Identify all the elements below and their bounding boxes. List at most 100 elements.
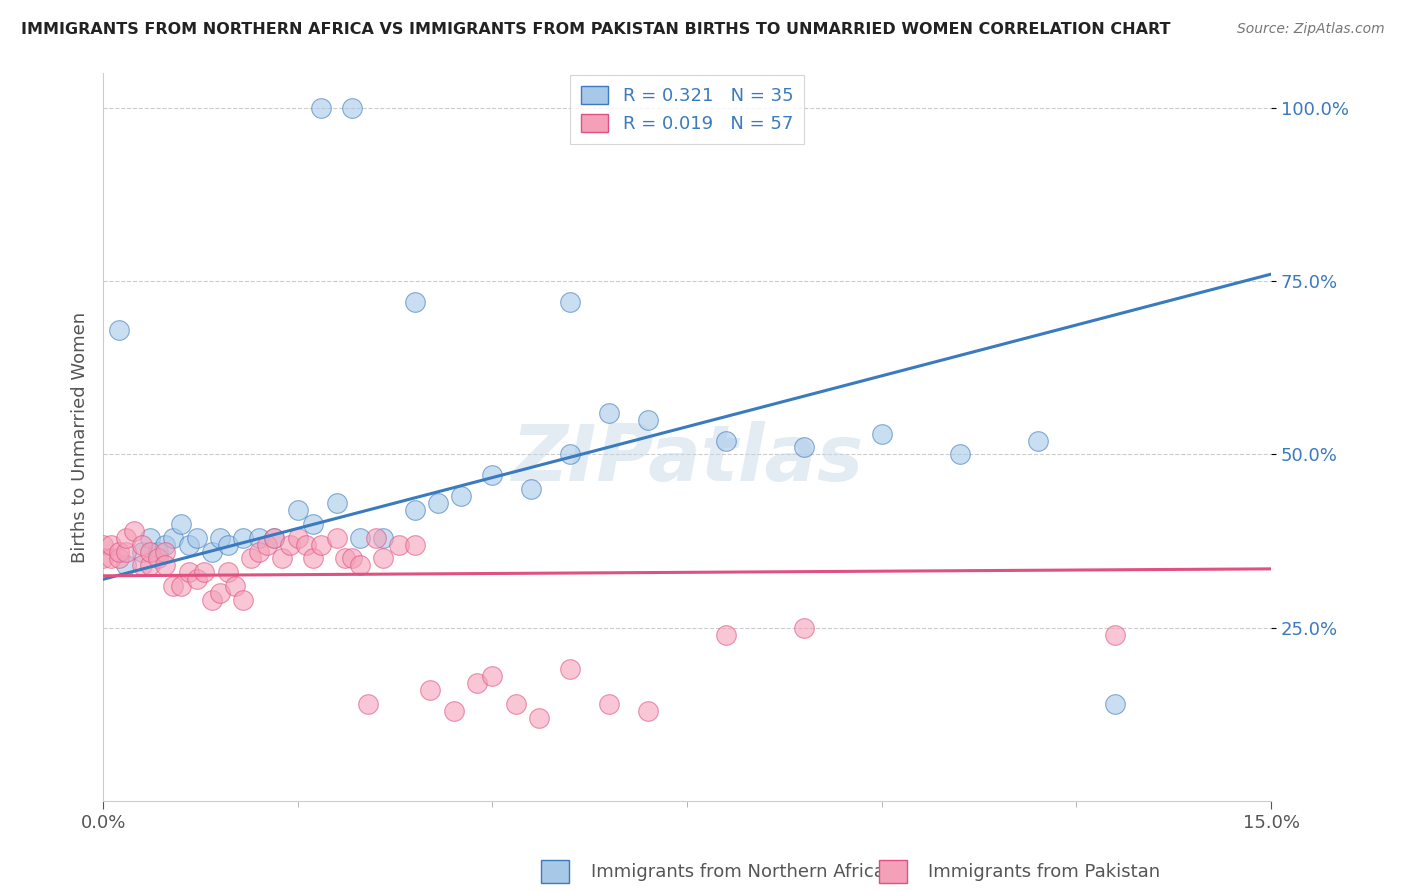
Point bbox=[527, 711, 550, 725]
Point bbox=[404, 538, 426, 552]
Point bbox=[949, 447, 972, 461]
Point bbox=[294, 538, 316, 552]
Point bbox=[278, 538, 301, 552]
Point bbox=[419, 683, 441, 698]
Point bbox=[115, 558, 138, 573]
Text: Immigrants from Northern Africa: Immigrants from Northern Africa bbox=[591, 863, 884, 881]
Point bbox=[256, 538, 278, 552]
Point bbox=[208, 586, 231, 600]
Point bbox=[232, 593, 254, 607]
Point bbox=[139, 544, 162, 558]
Point bbox=[373, 531, 395, 545]
Point bbox=[100, 538, 122, 552]
Point bbox=[186, 572, 208, 586]
Point bbox=[139, 558, 162, 573]
Point bbox=[505, 697, 527, 711]
Point bbox=[342, 101, 364, 115]
Point bbox=[426, 496, 449, 510]
Point bbox=[263, 531, 285, 545]
Point bbox=[560, 294, 582, 309]
Point bbox=[146, 544, 169, 558]
Point bbox=[287, 503, 309, 517]
Point bbox=[177, 566, 200, 580]
Point bbox=[155, 544, 177, 558]
Point bbox=[124, 524, 146, 538]
Point bbox=[714, 434, 737, 448]
Point bbox=[170, 579, 193, 593]
Point bbox=[208, 531, 231, 545]
Point bbox=[302, 516, 325, 531]
Point bbox=[247, 544, 270, 558]
Point bbox=[598, 697, 620, 711]
Point bbox=[91, 538, 114, 552]
Point bbox=[131, 538, 153, 552]
Point bbox=[247, 531, 270, 545]
Y-axis label: Births to Unmarried Women: Births to Unmarried Women bbox=[72, 311, 89, 563]
Point bbox=[560, 447, 582, 461]
Point bbox=[91, 551, 114, 566]
Point bbox=[217, 566, 239, 580]
Point bbox=[162, 531, 184, 545]
Point bbox=[357, 697, 380, 711]
Text: ZIPatlas: ZIPatlas bbox=[510, 421, 863, 497]
Point bbox=[224, 579, 246, 593]
Point bbox=[481, 669, 503, 683]
Text: Source: ZipAtlas.com: Source: ZipAtlas.com bbox=[1237, 22, 1385, 37]
Point bbox=[170, 516, 193, 531]
Point bbox=[342, 551, 364, 566]
Point bbox=[131, 558, 153, 573]
Point bbox=[155, 558, 177, 573]
Point bbox=[115, 544, 138, 558]
Point bbox=[481, 468, 503, 483]
Point bbox=[201, 593, 224, 607]
Point bbox=[1104, 628, 1126, 642]
Legend: R = 0.321   N = 35, R = 0.019   N = 57: R = 0.321 N = 35, R = 0.019 N = 57 bbox=[571, 75, 804, 145]
Point bbox=[186, 531, 208, 545]
Point bbox=[139, 531, 162, 545]
Point bbox=[793, 441, 815, 455]
Point bbox=[162, 579, 184, 593]
Point bbox=[465, 676, 488, 690]
Point bbox=[349, 531, 371, 545]
Point bbox=[388, 538, 411, 552]
Point bbox=[232, 531, 254, 545]
Point bbox=[520, 482, 543, 496]
Point bbox=[240, 551, 263, 566]
Point bbox=[714, 628, 737, 642]
Point bbox=[302, 551, 325, 566]
Point bbox=[107, 322, 129, 336]
Point bbox=[325, 496, 347, 510]
Point bbox=[271, 551, 294, 566]
Point bbox=[364, 531, 387, 545]
Point bbox=[217, 538, 239, 552]
Point bbox=[793, 621, 815, 635]
Point bbox=[287, 531, 309, 545]
Point bbox=[201, 544, 224, 558]
Point bbox=[637, 704, 659, 718]
Point bbox=[870, 426, 893, 441]
Point bbox=[1026, 434, 1049, 448]
Point bbox=[115, 531, 138, 545]
Point bbox=[193, 566, 215, 580]
Point bbox=[146, 551, 169, 566]
Text: Immigrants from Pakistan: Immigrants from Pakistan bbox=[928, 863, 1160, 881]
Point bbox=[598, 406, 620, 420]
Point bbox=[177, 538, 200, 552]
Point bbox=[263, 531, 285, 545]
Point bbox=[107, 544, 129, 558]
Text: IMMIGRANTS FROM NORTHERN AFRICA VS IMMIGRANTS FROM PAKISTAN BIRTHS TO UNMARRIED : IMMIGRANTS FROM NORTHERN AFRICA VS IMMIG… bbox=[21, 22, 1171, 37]
Point bbox=[450, 489, 472, 503]
Point bbox=[404, 503, 426, 517]
Point bbox=[100, 551, 122, 566]
Point bbox=[309, 538, 332, 552]
Point bbox=[155, 538, 177, 552]
Point bbox=[325, 531, 347, 545]
Point bbox=[333, 551, 356, 566]
Point bbox=[349, 558, 371, 573]
Point bbox=[443, 704, 465, 718]
Point bbox=[107, 551, 129, 566]
Point bbox=[560, 662, 582, 676]
Point bbox=[309, 101, 332, 115]
Point bbox=[373, 551, 395, 566]
Point bbox=[131, 544, 153, 558]
